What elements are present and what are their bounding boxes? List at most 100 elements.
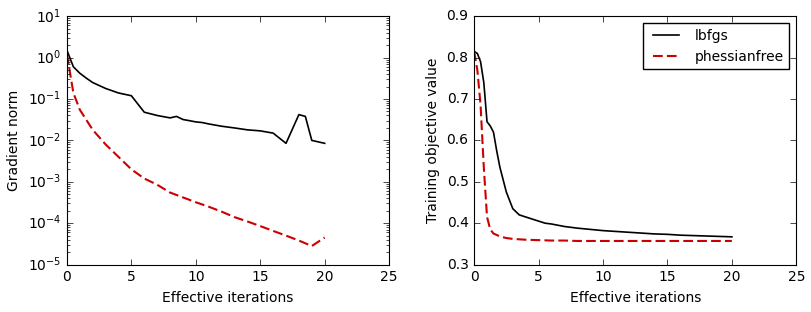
lbfgs xyxy=(197,121,207,124)
lbfgs xyxy=(520,215,530,219)
phessianfree xyxy=(501,236,511,240)
phessianfree xyxy=(572,239,581,243)
Line: phessianfree: phessianfree xyxy=(474,51,731,241)
lbfgs xyxy=(559,225,569,228)
phessianfree xyxy=(68,91,78,95)
Y-axis label: Training objective value: Training objective value xyxy=(425,58,439,223)
X-axis label: Effective iterations: Effective iterations xyxy=(162,291,294,305)
lbfgs xyxy=(165,116,174,120)
lbfgs xyxy=(508,207,517,211)
lbfgs xyxy=(268,131,277,135)
phessianfree xyxy=(127,168,136,171)
lbfgs xyxy=(139,110,149,114)
lbfgs xyxy=(62,48,71,52)
phessianfree xyxy=(62,52,71,56)
lbfgs xyxy=(513,213,523,217)
lbfgs xyxy=(488,130,498,134)
lbfgs xyxy=(533,219,543,223)
phessianfree xyxy=(268,229,277,233)
phessianfree xyxy=(114,155,123,159)
lbfgs xyxy=(114,91,123,95)
lbfgs xyxy=(713,235,723,238)
lbfgs xyxy=(495,165,504,169)
lbfgs xyxy=(178,118,187,121)
lbfgs xyxy=(491,149,501,153)
phessianfree xyxy=(559,239,569,242)
lbfgs xyxy=(242,128,252,132)
phessianfree xyxy=(701,239,710,243)
lbfgs xyxy=(572,226,581,230)
lbfgs xyxy=(230,126,239,130)
lbfgs xyxy=(726,235,736,239)
phessianfree xyxy=(294,239,303,242)
phessianfree xyxy=(165,191,174,194)
phessianfree xyxy=(485,227,495,231)
lbfgs xyxy=(478,80,488,84)
lbfgs xyxy=(475,60,485,64)
phessianfree xyxy=(204,205,213,209)
lbfgs xyxy=(688,234,697,237)
phessianfree xyxy=(307,244,316,248)
lbfgs xyxy=(152,114,162,117)
Line: phessianfree: phessianfree xyxy=(67,54,324,246)
lbfgs xyxy=(101,86,110,90)
phessianfree xyxy=(533,238,543,242)
Y-axis label: Gradient norm: Gradient norm xyxy=(7,90,21,191)
Legend: lbfgs, phessianfree: lbfgs, phessianfree xyxy=(642,23,788,69)
Line: lbfgs: lbfgs xyxy=(474,51,731,237)
lbfgs xyxy=(81,76,91,80)
phessianfree xyxy=(281,234,290,237)
lbfgs xyxy=(598,229,607,232)
phessianfree xyxy=(598,239,607,243)
phessianfree xyxy=(152,183,162,187)
lbfgs xyxy=(294,113,303,116)
lbfgs xyxy=(636,231,646,235)
phessianfree xyxy=(242,220,252,223)
lbfgs xyxy=(623,230,633,234)
phessianfree xyxy=(139,177,149,180)
lbfgs xyxy=(191,120,200,124)
phessianfree xyxy=(217,210,226,213)
lbfgs xyxy=(485,124,495,128)
lbfgs xyxy=(546,222,556,226)
phessianfree xyxy=(623,239,633,243)
phessianfree xyxy=(488,232,498,235)
phessianfree xyxy=(726,239,736,243)
lbfgs xyxy=(469,50,478,53)
lbfgs xyxy=(281,141,290,145)
lbfgs xyxy=(255,129,264,133)
lbfgs xyxy=(127,94,136,98)
lbfgs xyxy=(610,230,620,233)
phessianfree xyxy=(469,50,478,53)
phessianfree xyxy=(478,165,488,169)
lbfgs xyxy=(482,120,491,124)
phessianfree xyxy=(546,239,556,242)
lbfgs xyxy=(184,119,194,123)
phessianfree xyxy=(675,239,684,243)
phessianfree xyxy=(178,196,187,199)
lbfgs xyxy=(472,51,482,55)
lbfgs xyxy=(539,221,549,225)
phessianfree xyxy=(475,103,485,107)
phessianfree xyxy=(75,108,84,112)
lbfgs xyxy=(675,233,684,237)
lbfgs xyxy=(307,139,316,142)
phessianfree xyxy=(101,143,110,146)
lbfgs xyxy=(701,234,710,238)
lbfgs xyxy=(526,217,536,221)
lbfgs xyxy=(75,71,84,75)
phessianfree xyxy=(255,224,264,228)
phessianfree xyxy=(495,235,504,238)
phessianfree xyxy=(191,200,200,204)
phessianfree xyxy=(88,128,97,132)
lbfgs xyxy=(662,232,672,236)
Line: lbfgs: lbfgs xyxy=(67,50,324,143)
X-axis label: Effective iterations: Effective iterations xyxy=(569,291,700,305)
lbfgs xyxy=(204,122,213,126)
lbfgs xyxy=(68,65,78,69)
phessianfree xyxy=(508,237,517,241)
lbfgs xyxy=(217,124,226,128)
phessianfree xyxy=(472,68,482,72)
phessianfree xyxy=(520,238,530,241)
phessianfree xyxy=(482,215,491,219)
